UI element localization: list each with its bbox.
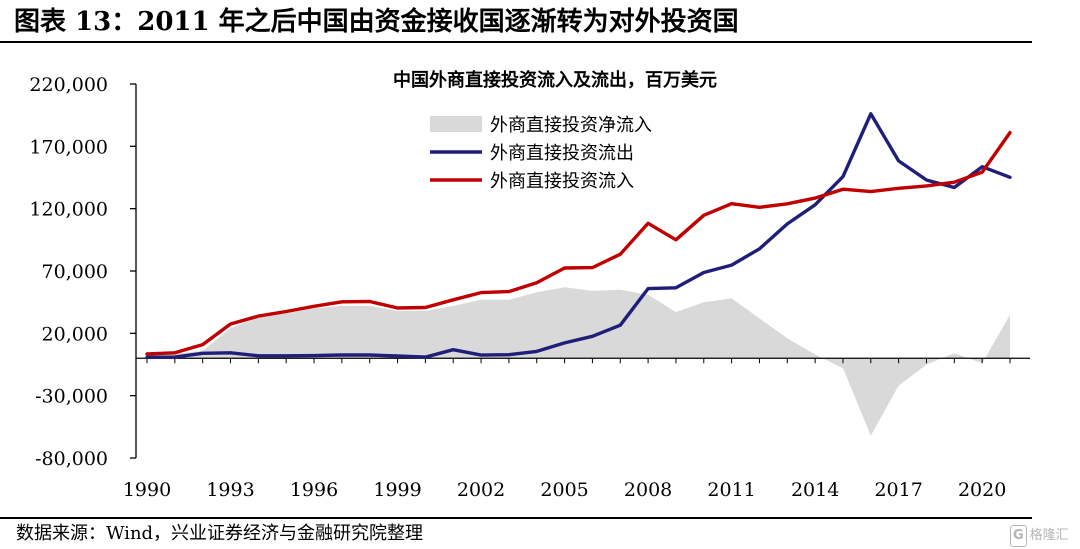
x-tick-label: 2011 <box>707 479 755 501</box>
watermark-text: 格隆汇 <box>1029 528 1069 543</box>
figure-title: 图表 13：2011 年之后中国由资金接收国逐渐转为对外投资国 <box>14 7 739 37</box>
x-tick-label: 2008 <box>624 479 672 501</box>
legend-swatch <box>430 116 482 132</box>
net-inflow-area <box>147 287 1010 436</box>
x-tick-label: 1999 <box>373 479 421 501</box>
y-tick-label: 20,000 <box>42 323 108 345</box>
x-tick-label: 2017 <box>874 479 922 501</box>
watermark-logo-icon: G <box>1010 525 1027 547</box>
legend-item: 外商直接投资净流入 <box>430 115 652 136</box>
legend-item: 外商直接投资流入 <box>430 171 634 192</box>
x-tick-label: 2014 <box>791 479 839 501</box>
y-tick-label: 170,000 <box>29 136 108 158</box>
y-tick-label: -30,000 <box>35 386 108 408</box>
fdi-outflow-line <box>145 112 1012 359</box>
x-tick-label: 1996 <box>290 479 338 501</box>
axes-layer <box>130 83 1030 459</box>
x-tick-label: 2005 <box>540 479 588 501</box>
x-tick-label: 2002 <box>457 479 505 501</box>
legend-label: 外商直接投资流入 <box>490 171 634 192</box>
x-tick-label: 1990 <box>123 479 171 501</box>
source-rule <box>0 517 1032 519</box>
data-source-note: 数据来源：Wind，兴业证券经济与金融研究院整理 <box>16 523 424 544</box>
x-tick-label: 1993 <box>206 479 254 501</box>
y-tick-label: 220,000 <box>29 74 108 96</box>
legend-label: 外商直接投资净流入 <box>490 115 652 136</box>
series-lines-layer <box>145 112 1012 359</box>
title-rule <box>0 41 1032 43</box>
y-tick-labels: -80,000 -30,000 20,000 70,000 120,000 170,000… <box>29 74 108 470</box>
chart-title: 中国外商直接投资流入及流出，百万美元 <box>393 69 717 91</box>
legend-item: 外商直接投资流出 <box>430 143 634 164</box>
x-tick-labels: 1990 1993 1996 1999 2002 2005 2008 2011 2014 2017… <box>123 479 1007 501</box>
watermark: G 格隆汇 <box>1010 525 1069 547</box>
y-tick-label: -80,000 <box>35 448 108 470</box>
legend-label: 外商直接投资流出 <box>490 143 634 164</box>
y-tick-label: 120,000 <box>29 199 108 221</box>
y-tick-label: 70,000 <box>42 261 108 283</box>
x-tick-label: 2020 <box>958 479 1006 501</box>
net-inflow-area-layer <box>147 287 1010 436</box>
fdi-inflow-line <box>145 130 1012 356</box>
